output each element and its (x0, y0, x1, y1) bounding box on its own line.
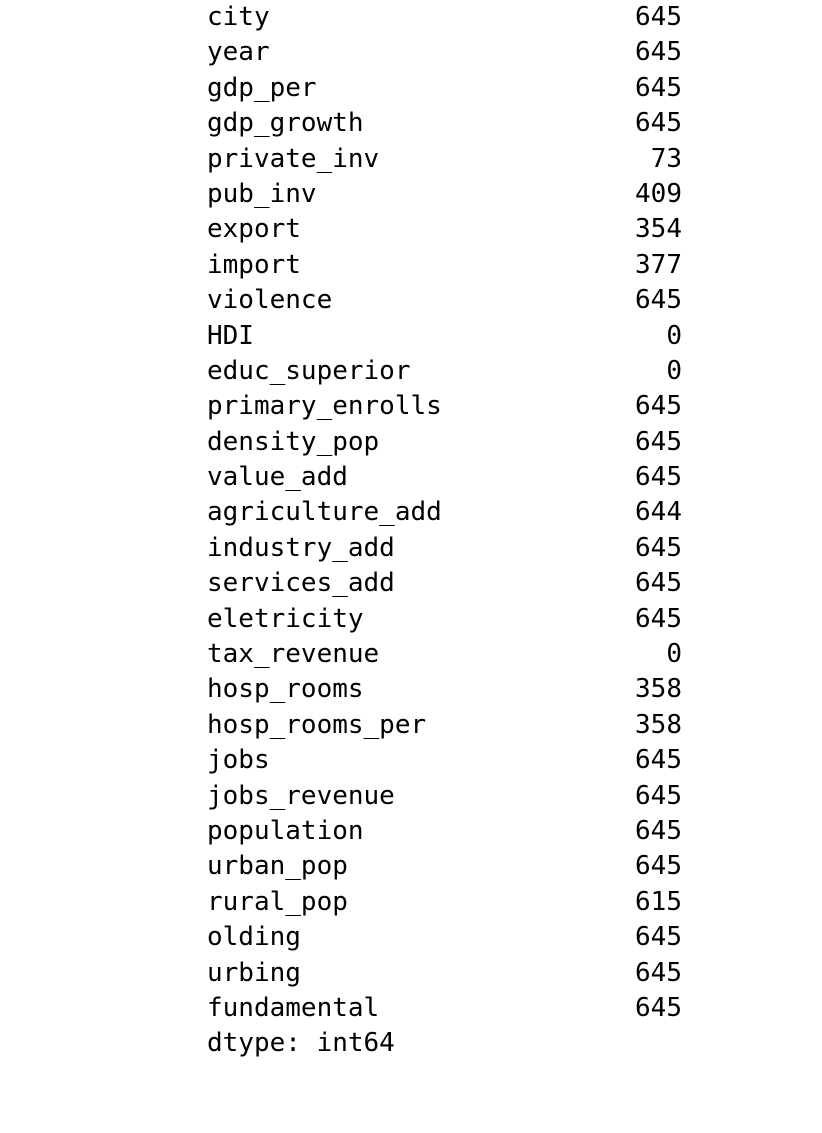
series-row: eletricity 645 (207, 602, 707, 637)
series-row: jobs 645 (207, 743, 707, 778)
non-null-count: 644 (635, 497, 682, 528)
column-name: tax_revenue (207, 639, 380, 670)
column-name: jobs (207, 745, 270, 776)
series-row: density_pop 645 (207, 425, 707, 460)
non-null-count: 645 (635, 37, 682, 68)
series-row: hosp_rooms_per 358 (207, 708, 707, 743)
series-row: tax_revenue 0 (207, 637, 707, 672)
non-null-count: 358 (635, 709, 682, 740)
non-null-count: 0 (666, 355, 682, 386)
series-row: violence 645 (207, 283, 707, 318)
column-name: pub_inv (207, 178, 317, 209)
non-null-count: 615 (635, 886, 682, 917)
non-null-count: 645 (635, 603, 682, 634)
column-name: olding (207, 922, 301, 953)
non-null-count: 645 (635, 568, 682, 599)
column-name: rural_pop (207, 886, 348, 917)
series-row: city 645 (207, 0, 707, 35)
non-null-count: 0 (666, 639, 682, 670)
column-name: hosp_rooms_per (207, 709, 427, 740)
series-row: fundamental 645 (207, 991, 707, 1026)
series-output: city 645 year 645 gdp_per 645 gdp_growth… (207, 0, 707, 1062)
non-null-count: 645 (635, 815, 682, 846)
column-name: import (207, 249, 301, 280)
non-null-count: 377 (635, 249, 682, 280)
non-null-count: 0 (666, 320, 682, 351)
column-name: agriculture_add (207, 497, 442, 528)
series-row: jobs_revenue 645 (207, 779, 707, 814)
column-name: jobs_revenue (207, 780, 395, 811)
non-null-count: 645 (635, 922, 682, 953)
series-row: import 377 (207, 248, 707, 283)
series-row: gdp_per 645 (207, 71, 707, 106)
column-name: year (207, 37, 270, 68)
non-null-count: 645 (635, 780, 682, 811)
dtype-line: dtype: int64 (207, 1028, 395, 1059)
non-null-count: 645 (635, 108, 682, 139)
series-row: olding 645 (207, 920, 707, 955)
non-null-count: 645 (635, 426, 682, 457)
series-row: primary_enrolls 645 (207, 389, 707, 424)
series-row: HDI 0 (207, 319, 707, 354)
series-row: industry_add 645 (207, 531, 707, 566)
column-name: density_pop (207, 426, 380, 457)
column-name: fundamental (207, 992, 380, 1023)
series-row: urbing 645 (207, 956, 707, 991)
column-name: urbing (207, 957, 301, 988)
non-null-count: 354 (635, 214, 682, 245)
non-null-count: 73 (650, 143, 682, 174)
non-null-count: 645 (635, 851, 682, 882)
column-name: population (207, 815, 364, 846)
column-name: primary_enrolls (207, 391, 442, 422)
column-name: export (207, 214, 301, 245)
non-null-count: 645 (635, 285, 682, 316)
column-name: industry_add (207, 532, 395, 563)
non-null-count: 645 (635, 462, 682, 493)
column-name: city (207, 2, 270, 32)
series-row: private_inv 73 (207, 142, 707, 177)
column-name: private_inv (207, 143, 380, 174)
series-row: gdp_growth 645 (207, 106, 707, 141)
series-row: hosp_rooms 358 (207, 672, 707, 707)
non-null-count: 645 (635, 72, 682, 103)
column-name: gdp_per (207, 72, 317, 103)
non-null-count: 645 (635, 532, 682, 563)
column-name: educ_superior (207, 355, 411, 386)
series-row: export 354 (207, 212, 707, 247)
non-null-count: 645 (635, 992, 682, 1023)
series-row: population 645 (207, 814, 707, 849)
series-row: value_add 645 (207, 460, 707, 495)
series-row: services_add 645 (207, 566, 707, 601)
series-row: educ_superior 0 (207, 354, 707, 389)
column-name: gdp_growth (207, 108, 364, 139)
column-name: services_add (207, 568, 395, 599)
column-name: value_add (207, 462, 348, 493)
non-null-count: 645 (635, 391, 682, 422)
column-name: HDI (207, 320, 254, 351)
non-null-count: 358 (635, 674, 682, 705)
series-row: rural_pop 615 (207, 885, 707, 920)
column-name: urban_pop (207, 851, 348, 882)
column-name: violence (207, 285, 333, 316)
non-null-count: 645 (635, 745, 682, 776)
non-null-count: 409 (635, 178, 682, 209)
non-null-count: 645 (635, 957, 682, 988)
series-row: pub_inv 409 (207, 177, 707, 212)
series-rows: city 645 year 645 gdp_per 645 gdp_growth… (207, 0, 707, 1026)
column-name: eletricity (207, 603, 364, 634)
non-null-count: 645 (635, 2, 682, 32)
column-name: hosp_rooms (207, 674, 364, 705)
series-row: agriculture_add 644 (207, 495, 707, 530)
series-row: urban_pop 645 (207, 849, 707, 884)
series-row: year 645 (207, 35, 707, 70)
